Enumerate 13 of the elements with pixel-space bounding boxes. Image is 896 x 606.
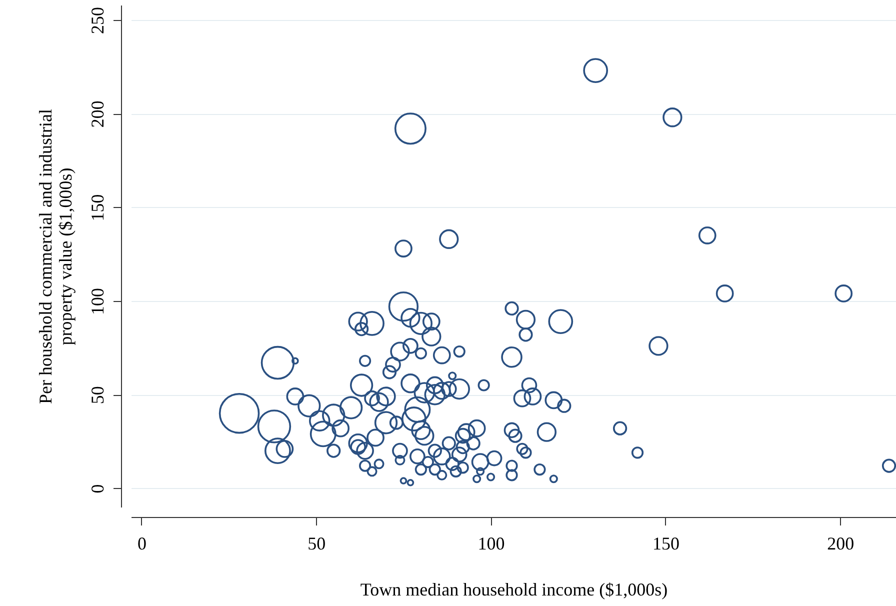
x-tick-label: 50 [308,534,326,554]
y-tick-label: 200 [88,100,108,128]
x-tick-label: 0 [137,534,146,554]
y-tick-label: 0 [88,484,108,494]
y-tick-label: 50 [88,386,108,404]
x-tick-label: 150 [652,534,680,554]
x-axis-title: Town median household income ($1,000s) [360,580,668,600]
y-tick-label: 100 [88,288,108,315]
x-tick-label: 200 [827,534,854,554]
y-axis-title: Per household commercial and industrial property value ($1,000s) [36,109,76,404]
y-tick-label: 250 [88,6,108,34]
y-tick-label: 150 [88,194,108,222]
x-tick-label: 100 [478,534,505,554]
